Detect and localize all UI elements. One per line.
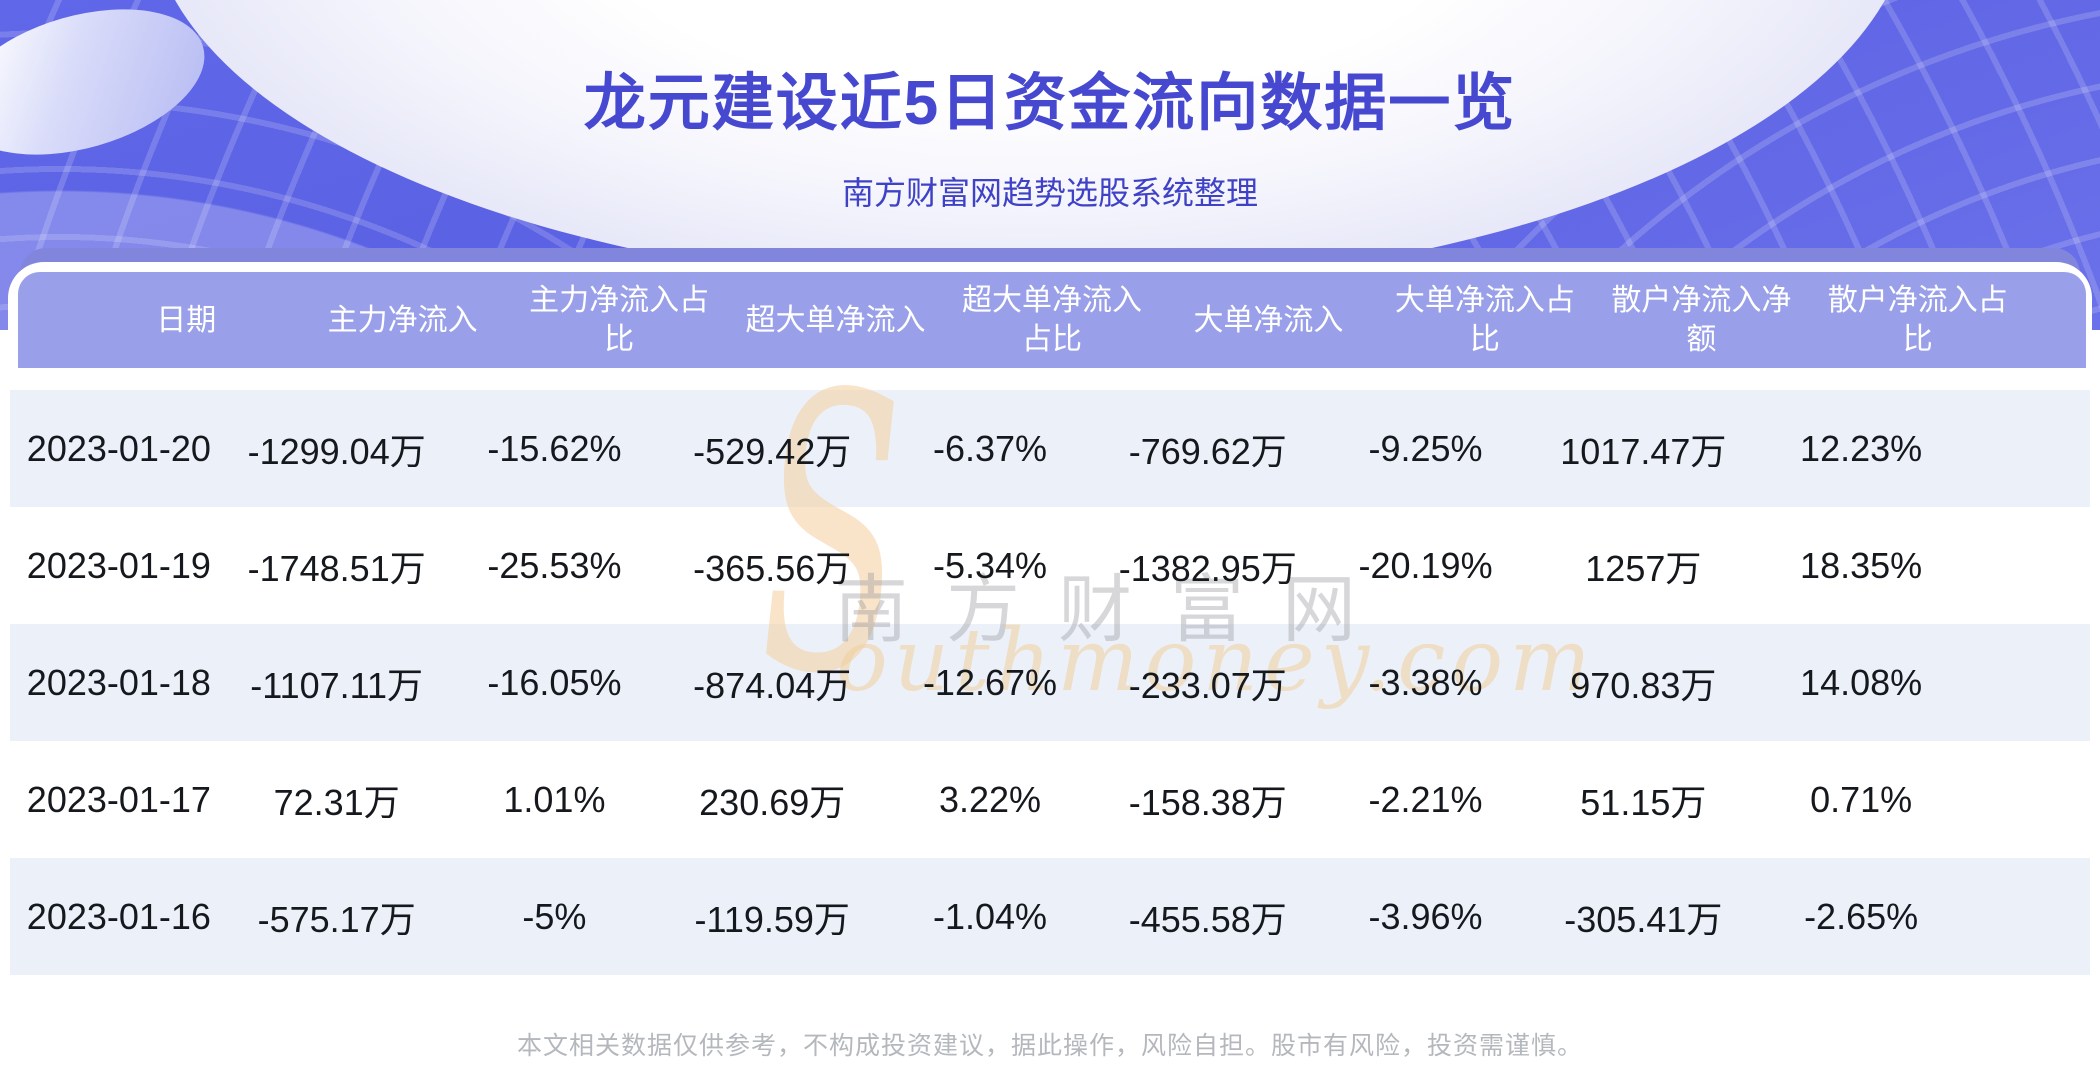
table-cell: -2.65%: [1804, 895, 1919, 937]
table-cell: 12.23%: [1800, 427, 1923, 469]
table-cell: -15.62%: [487, 427, 622, 469]
table-cell: -1107.11万: [250, 664, 424, 706]
table-cell: -305.41万: [1564, 898, 1723, 940]
table-cell: -2.21%: [1368, 778, 1483, 820]
table-cell: -3.96%: [1368, 895, 1483, 937]
table-cell: 72.31万: [273, 781, 400, 823]
table-cell: -158.38万: [1128, 781, 1287, 823]
table-cell: 2023-01-17: [26, 778, 211, 820]
table-cell: -529.42万: [693, 430, 852, 472]
table-cell: -1299.04万: [247, 430, 426, 472]
table-row: 2023-01-16 -575.17万 -5% -119.59万 -1.04% -455.…: [10, 858, 2090, 975]
table-cell: -3.38%: [1368, 661, 1483, 703]
table-row: 2023-01-18 -1107.11万 -16.05% -874.04万 -12.67…: [10, 624, 2090, 741]
header-cell-8: 散户净流入占比: [1827, 284, 2008, 356]
table-cell: -365.56万: [693, 547, 852, 589]
header-cell-4: 超大单净流入占比: [961, 284, 1142, 356]
page-subtitle: 南方财富网趋势选股系统整理: [841, 175, 1258, 211]
table-cell: -1748.51万: [247, 547, 426, 589]
table-cell: -233.07万: [1128, 664, 1287, 706]
table-cell: 230.69万: [699, 781, 846, 823]
table-cell: -1.04%: [932, 895, 1048, 937]
table-cell: 51.15万: [1580, 781, 1707, 823]
table-cell: 1257万: [1585, 547, 1702, 589]
table-cell: 970.83万: [1570, 664, 1717, 706]
header-cell-0: 日期: [156, 303, 217, 337]
header-cell-6: 大单净流入占比: [1394, 284, 1575, 356]
data-card: 日期 主力净流入 主力净流入占比 超大单净流入 超大单净流入占比 大单净流入 大单净流入占比…: [8, 262, 2092, 1089]
table-cell: -16.05%: [487, 661, 622, 703]
header-cell-2: 主力净流入占比: [529, 284, 710, 356]
header-cell-5: 大单净流入: [1193, 303, 1344, 337]
table-cell: 2023-01-20: [26, 427, 211, 469]
table-cell: -769.62万: [1128, 430, 1287, 472]
table-body: 2023-01-20 -1299.04万 -15.62% -529.42万 -6.37%…: [10, 390, 2090, 975]
disclaimer-text: 本文相关数据仅供参考，不构成投资建议，据此操作，风险自担。股市有风险，投资需谨慎…: [516, 1032, 1583, 1060]
header-cell-7: 散户净流入净额: [1611, 284, 1792, 356]
table-cell: 18.35%: [1800, 544, 1923, 586]
table-cell: -5%: [522, 895, 587, 937]
banner: 龙元建设近5日资金流向数据一览 南方财富网趋势选股系统整理: [0, 0, 2100, 330]
table-row: 2023-01-19 -1748.51万 -25.53% -365.56万 -5.34%…: [10, 507, 2090, 624]
table-cell: -20.19%: [1358, 544, 1493, 586]
table-row: 2023-01-17 72.31万 1.01% 230.69万 3.22% -158.38…: [10, 741, 2090, 858]
table-cell: 0.71%: [1810, 778, 1913, 820]
table-cell: 1.01%: [503, 778, 606, 820]
table-cell: -1382.95万: [1118, 547, 1297, 589]
table-cell: -5.34%: [932, 544, 1048, 586]
table-cell: -874.04万: [693, 664, 852, 706]
table-cell: -575.17万: [257, 898, 416, 940]
table-cell: -25.53%: [487, 544, 622, 586]
table-cell: -9.25%: [1368, 427, 1483, 469]
header-cell-1: 主力净流入: [327, 303, 478, 337]
table-cell: -12.67%: [922, 661, 1058, 703]
table-cell: 1017.47万: [1560, 430, 1727, 472]
table-cell: 3.22%: [938, 778, 1042, 820]
page-title: 龙元建设近5日资金流向数据一览: [583, 69, 1517, 138]
table-cell: -6.37%: [932, 427, 1048, 469]
table-cell: 2023-01-16: [26, 895, 211, 937]
table-cell: -455.58万: [1128, 898, 1287, 940]
table-cell: 2023-01-19: [26, 544, 211, 586]
table-header-row: 日期 主力净流入 主力净流入占比 超大单净流入 超大单净流入占比 大单净流入 大单净流入占比…: [18, 272, 2086, 368]
table-cell: -119.59万: [694, 898, 850, 940]
table-cell: 14.08%: [1800, 661, 1923, 703]
header-cell-3: 超大单净流入: [745, 303, 926, 337]
table-row: 2023-01-20 -1299.04万 -15.62% -529.42万 -6.37%…: [10, 390, 2090, 507]
table-cell: 2023-01-18: [26, 661, 211, 703]
